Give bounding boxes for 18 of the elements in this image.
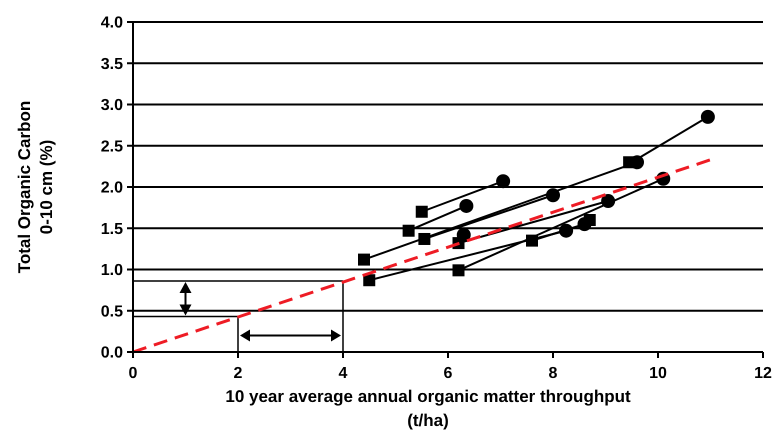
x-tick-label: 12 xyxy=(754,365,772,382)
y-tick-label: 3.5 xyxy=(100,56,124,73)
y-tick-label: 0.5 xyxy=(100,303,124,320)
x-tick-label: 6 xyxy=(444,365,453,382)
y-axis-title: Total Organic Carbon 0-10 cm (%) xyxy=(15,100,56,274)
x-tick-label: 0 xyxy=(128,365,138,382)
y-tick-label: 2.5 xyxy=(100,138,124,156)
y-tick-label: 1.0 xyxy=(100,262,124,280)
y-tick-label: 3.0 xyxy=(100,97,124,114)
x-tick-label: 8 xyxy=(548,365,558,382)
y-tick-label: 4.0 xyxy=(100,14,124,32)
y-tick-label: 2.0 xyxy=(100,180,124,197)
x-axis-title: 10 year average annual organic matter throughput (t/ha) xyxy=(225,387,631,430)
y-tick-label: 0.0 xyxy=(100,344,124,362)
y-tick-label: 1.5 xyxy=(100,220,124,238)
x-tick-label: 10 xyxy=(649,365,667,382)
x-tick-label: 4 xyxy=(338,365,348,382)
x-tick-label: 2 xyxy=(234,365,243,382)
